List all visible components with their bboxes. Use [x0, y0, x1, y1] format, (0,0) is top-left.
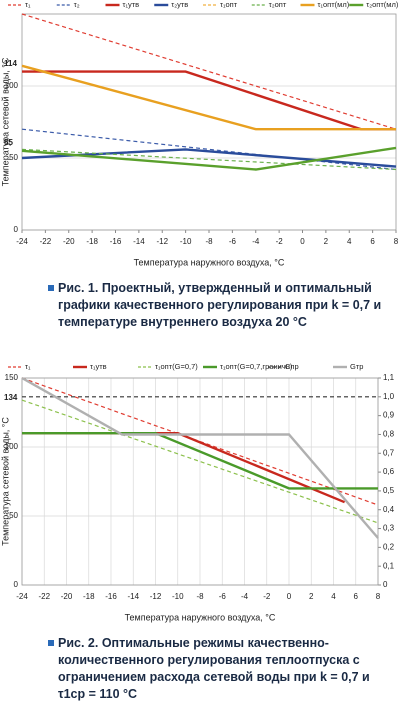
legend-label: τ₂утв: [171, 0, 188, 9]
y-tick-label: 50: [9, 511, 18, 520]
x-tick-label: -22: [40, 237, 52, 246]
x-axis-label: Температура наружного воздуха, °С: [125, 612, 276, 622]
x-tick-label: -10: [180, 237, 192, 246]
y-axis-label: Температура сетевой воды, °С: [0, 57, 10, 186]
x-tick-label: -16: [105, 592, 117, 601]
y2-tick-label: 0,2: [383, 542, 395, 551]
y2-tick-label: 0,7: [383, 448, 395, 457]
y2-tick-label: 0,6: [383, 467, 395, 476]
x-axis-label: Температура наружного воздуха, °С: [134, 257, 285, 267]
series-line: [21, 13, 397, 130]
x-tick-label: -2: [263, 592, 271, 601]
x-tick-label: -2: [276, 237, 284, 246]
legend-label: τ₁опт(G=0,7): [155, 362, 198, 371]
x-tick-label: -20: [61, 592, 73, 601]
y2-tick-label: 0,1: [383, 561, 395, 570]
series-line: [21, 64, 396, 131]
legend-label: τ₁опт(G=0,7,граничн): [220, 362, 293, 371]
caption: Рис. 2. Оптимальные режимы качественно-к…: [48, 635, 390, 703]
x-tick-label: 6: [370, 237, 375, 246]
x-tick-label: -4: [241, 592, 249, 601]
legend-label: Cпр: [285, 362, 299, 371]
x-tick-label: -6: [219, 592, 227, 601]
x-tick-label: 2: [324, 237, 329, 246]
x-tick-label: -24: [16, 592, 28, 601]
y2-tick-label: 0: [383, 580, 388, 589]
x-tick-label: 0: [287, 592, 292, 601]
y2-tick-label: 1,1: [383, 373, 395, 382]
x-tick-label: -22: [38, 592, 50, 601]
legend-label: τ₁утв: [123, 0, 140, 9]
y-tick-label: 0: [14, 580, 19, 589]
y-axis-label: Температура сетевой воды, °С: [0, 417, 10, 546]
legend-label: τ₁: [25, 362, 31, 371]
x-tick-label: -12: [150, 592, 162, 601]
x-tick-label: 8: [376, 592, 381, 601]
series-line: [21, 376, 379, 539]
plot-frame: [21, 13, 397, 231]
y-tick-label: 150: [5, 373, 19, 382]
x-tick-label: 0: [300, 237, 305, 246]
x-tick-label: 8: [394, 237, 399, 246]
x-tick-label: -24: [16, 237, 28, 246]
y-tick-label: 0: [14, 225, 19, 234]
x-tick-label: -20: [63, 237, 75, 246]
x-tick-label: -12: [156, 237, 168, 246]
x-tick-label: -14: [127, 592, 139, 601]
x-tick-label: 4: [331, 592, 336, 601]
y-tick-label: 100: [5, 442, 19, 451]
series-line: [21, 146, 397, 171]
legend-label: τ₂опт: [269, 0, 287, 9]
x-tick-label: 4: [347, 237, 352, 246]
legend-label: τ₂: [74, 0, 80, 9]
x-tick-label: -18: [86, 237, 98, 246]
annotation: 114: [4, 59, 17, 68]
x-tick-label: -14: [133, 237, 145, 246]
x-tick-label: 6: [354, 592, 359, 601]
y-tick-label: 50: [9, 153, 18, 162]
caption: Рис. 1. Проектный, утвержденный и оптима…: [48, 280, 390, 331]
x-tick-label: 2: [309, 592, 314, 601]
x-tick-label: -18: [83, 592, 95, 601]
y2-tick-label: 0,4: [383, 505, 395, 514]
annotation: 55: [4, 138, 13, 147]
x-tick-label: -8: [205, 237, 213, 246]
y2-tick-label: 0,9: [383, 411, 395, 420]
legend-label: τ₁опт(мл): [318, 0, 350, 9]
y2-tick-label: 1,0: [383, 392, 395, 401]
y-tick-label: 100: [5, 81, 19, 90]
legend-label: Gтр: [350, 362, 363, 371]
legend-label: τ₂опт(мл): [366, 0, 399, 9]
x-tick-label: -6: [229, 237, 237, 246]
legend-label: τ₁опт: [220, 0, 238, 9]
legend-label: τ₁утв: [90, 362, 107, 371]
annotation: 134: [4, 393, 18, 402]
y2-tick-label: 0,3: [383, 524, 395, 533]
legend-label: τ₁: [25, 0, 31, 9]
x-tick-label: -16: [110, 237, 122, 246]
x-tick-label: -8: [196, 592, 204, 601]
x-tick-label: -10: [172, 592, 184, 601]
series-line: [22, 432, 378, 490]
series-line: [21, 128, 397, 171]
y2-tick-label: 0,8: [383, 430, 395, 439]
x-tick-label: -4: [252, 237, 260, 246]
y2-tick-label: 0,5: [383, 486, 395, 495]
plot-frame: [21, 377, 379, 586]
